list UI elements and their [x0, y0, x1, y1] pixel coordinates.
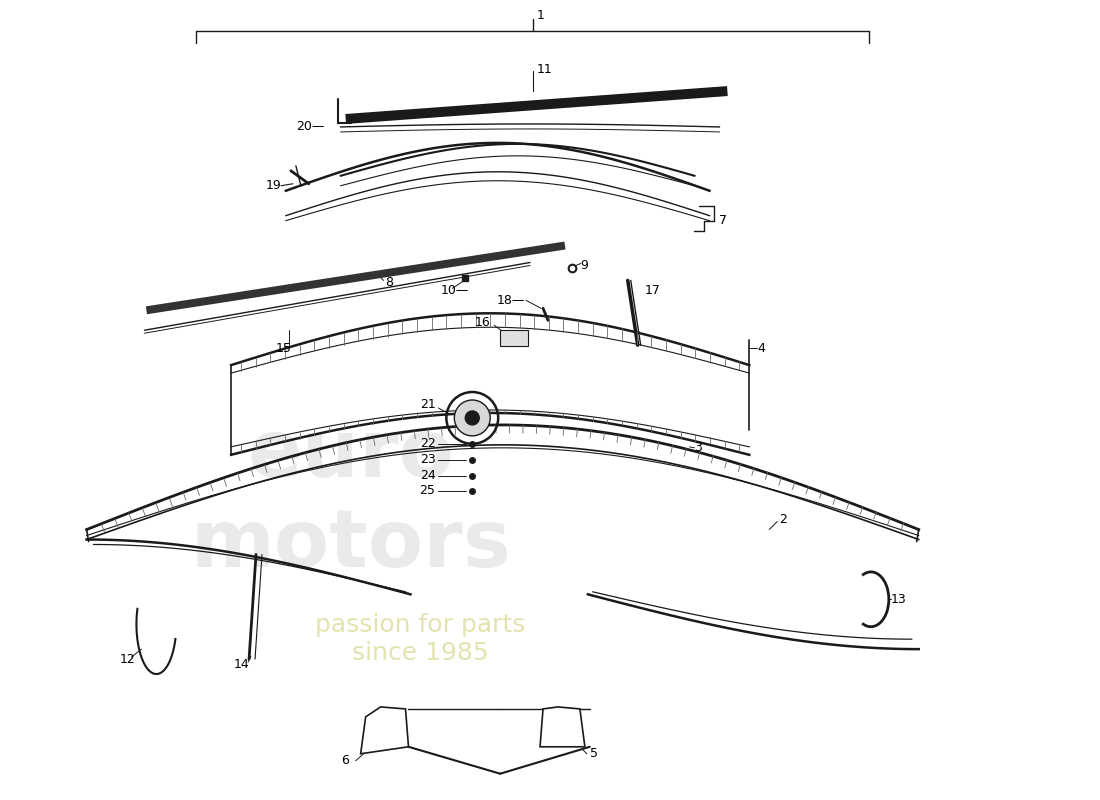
- Text: 5: 5: [590, 747, 598, 760]
- Text: 9: 9: [580, 259, 587, 272]
- Text: 25: 25: [419, 484, 436, 497]
- Circle shape: [454, 400, 491, 436]
- Text: 7: 7: [719, 214, 727, 227]
- Text: 16: 16: [474, 316, 491, 329]
- Text: 2: 2: [779, 513, 788, 526]
- Text: 6: 6: [341, 754, 349, 767]
- Polygon shape: [361, 707, 408, 754]
- Text: euro
motors: euro motors: [190, 415, 512, 584]
- Text: 24: 24: [419, 470, 436, 482]
- Text: 23: 23: [419, 454, 436, 466]
- Text: 11: 11: [537, 62, 553, 76]
- Text: 22: 22: [419, 438, 436, 450]
- Text: 8: 8: [386, 276, 394, 289]
- Text: 13: 13: [891, 593, 906, 606]
- Text: 17: 17: [645, 284, 660, 297]
- Text: 12: 12: [120, 653, 135, 666]
- Bar: [500, 330, 528, 346]
- Text: 10—: 10—: [440, 284, 469, 297]
- Text: 4: 4: [757, 342, 766, 354]
- Text: 21: 21: [419, 398, 436, 411]
- Circle shape: [465, 411, 480, 425]
- Polygon shape: [540, 707, 585, 746]
- Text: 20—: 20—: [296, 121, 324, 134]
- Polygon shape: [146, 242, 565, 314]
- Text: 18—: 18—: [497, 294, 525, 307]
- Polygon shape: [345, 86, 728, 124]
- Text: 15: 15: [276, 342, 292, 354]
- Text: 3: 3: [694, 442, 703, 454]
- Text: passion for parts
since 1985: passion for parts since 1985: [316, 614, 526, 665]
- Text: 19: 19: [266, 179, 282, 192]
- Text: 14: 14: [234, 658, 250, 670]
- Text: 1: 1: [537, 9, 544, 22]
